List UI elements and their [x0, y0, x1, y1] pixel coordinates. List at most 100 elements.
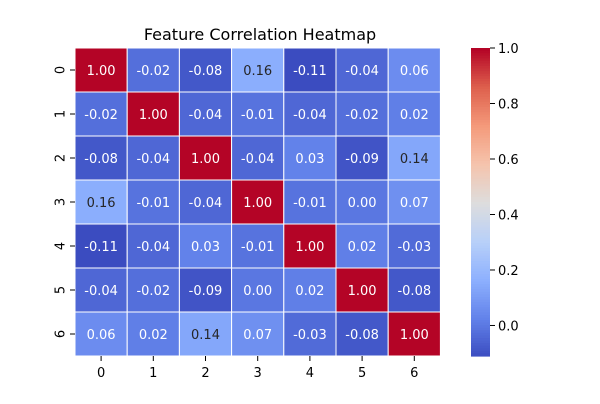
colorbar-segment: [471, 353, 490, 357]
colorbar-segment: [471, 253, 490, 257]
cell-annotation: -0.02: [136, 284, 170, 299]
colorbar-segment: [471, 325, 490, 329]
colorbar-segment: [471, 296, 490, 301]
colorbar-segment: [471, 294, 490, 298]
colorbar-segment: [471, 299, 490, 303]
colorbar-segment: [471, 312, 490, 316]
y-tick-label: 6: [54, 330, 69, 338]
cell-annotation: 0.03: [191, 240, 220, 255]
colorbar-segment: [471, 320, 490, 324]
colorbar-segment: [471, 250, 490, 254]
colorbar-segment: [471, 89, 490, 93]
cell-annotation: -0.08: [345, 328, 379, 343]
cell-annotation: -0.08: [84, 152, 118, 167]
cell-annotation: -0.04: [293, 108, 327, 123]
cell-annotation: -0.01: [241, 108, 275, 123]
heatmap-cell: [387, 311, 441, 357]
cell-annotation: -0.08: [397, 284, 431, 299]
colorbar-segment: [471, 232, 490, 236]
cell-annotation: -0.04: [189, 108, 223, 123]
colorbar-segment: [471, 199, 490, 203]
colorbar-segment: [471, 214, 490, 218]
colorbar-segment: [471, 194, 490, 198]
colorbar-segment: [471, 245, 490, 249]
heatmap-cell: [335, 47, 389, 93]
colorbar-segment: [471, 350, 490, 355]
heatmap-cell: [178, 91, 233, 137]
colorbar-segment: [471, 286, 490, 290]
colorbar-segment: [471, 255, 490, 260]
colorbar-segment: [471, 171, 490, 175]
y-axis: 0 1 2 3 4 5 6: [54, 66, 75, 338]
colorbar-segment: [471, 263, 490, 267]
colorbar-segment: [471, 281, 490, 285]
colorbar-segment: [471, 109, 490, 113]
colorbar-segment: [471, 130, 490, 134]
colorbar-segment: [471, 184, 490, 188]
cell-annotation: -0.09: [345, 152, 379, 167]
heatmap-cell: [178, 135, 233, 181]
colorbar-tick-label: 0.0: [498, 319, 519, 334]
cell-annotation: -0.02: [136, 64, 170, 79]
colorbar-segment: [471, 178, 490, 183]
cell-annotation: -0.04: [345, 64, 379, 79]
heatmap-cell: [178, 47, 233, 93]
heatmap-cell: [126, 267, 180, 313]
colorbar-segment: [471, 71, 490, 75]
heatmap-cell: [178, 311, 233, 357]
colorbar-segment: [471, 58, 490, 62]
heatmap-cell: [178, 223, 233, 269]
colorbar-segment: [471, 289, 490, 293]
colorbar-segment: [471, 302, 490, 306]
heatmap-cell: [74, 47, 128, 93]
y-tick-label: 3: [54, 198, 69, 206]
colorbar-segment: [471, 307, 490, 311]
colorbar-segment: [471, 122, 490, 126]
heatmap-cell: [387, 267, 441, 313]
colorbar-segment: [471, 99, 490, 103]
colorbar-segment: [471, 166, 490, 170]
colorbar-segment: [471, 160, 490, 165]
colorbar-segment: [471, 204, 490, 208]
colorbar-segment: [471, 209, 490, 213]
cell-annotation: -0.01: [136, 196, 170, 211]
heatmap-cell: [74, 311, 128, 357]
colorbar-tick-label: 0.4: [498, 208, 519, 223]
colorbar-segment: [471, 217, 490, 221]
colorbar-segment: [471, 261, 490, 265]
heatmap-cell: [74, 267, 128, 313]
heatmap-cell: [335, 311, 389, 357]
colorbar-segment: [471, 163, 490, 167]
colorbar-segment: [471, 119, 490, 124]
cell-annotation: -0.08: [189, 64, 223, 79]
colorbar-segment: [471, 284, 490, 288]
heatmap-cell: [283, 135, 337, 181]
colorbar-segment: [471, 125, 490, 129]
colorbar-segment: [471, 127, 490, 131]
colorbar-segment: [471, 60, 490, 64]
colorbar-tick-label: 1.0: [498, 42, 519, 57]
cell-annotation: 0.07: [400, 196, 429, 211]
heatmap-cell: [74, 223, 128, 269]
cell-annotation: -0.04: [136, 152, 170, 167]
colorbar-segment: [471, 53, 490, 57]
cell-annotation: -0.03: [397, 240, 431, 255]
x-tick-label: 4: [306, 366, 314, 381]
cell-annotation: 0.16: [243, 64, 272, 79]
colorbar-tick-label: 0.2: [498, 264, 519, 279]
heatmap-cell: [231, 135, 285, 181]
colorbar-segment: [471, 101, 490, 106]
y-tick-label: 0: [54, 66, 69, 74]
cell-annotation: 0.14: [191, 328, 220, 343]
heatmap-cells: 1.00 -0.02 -0.08 0.16 -0.11 -0.04 0.06 -0.02 1.0…: [74, 47, 441, 357]
colorbar-segment: [471, 78, 490, 82]
cell-annotation: 0.02: [348, 240, 377, 255]
colorbar-segment: [471, 268, 490, 272]
x-axis: 0 1 2 3 4 5 6: [97, 356, 418, 381]
colorbar-segment: [471, 117, 490, 121]
x-tick-label: 0: [97, 366, 105, 381]
colorbar-segment: [471, 314, 490, 319]
colorbar-segment: [471, 76, 490, 80]
